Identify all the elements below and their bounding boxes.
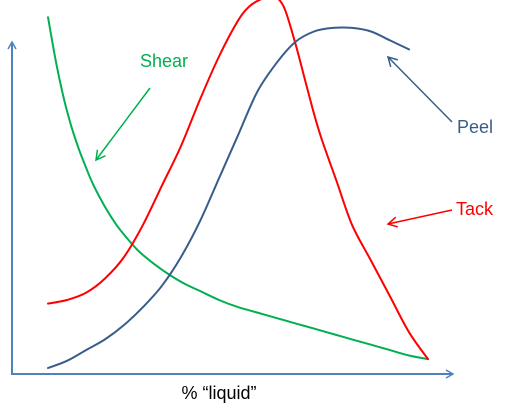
shear-curve [47, 16, 429, 361]
peel-annotation-arrow [386, 55, 453, 123]
peel-label: Peel [457, 117, 493, 137]
tack-annotation-arrow [386, 209, 453, 228]
shear-annotation-arrow [95, 87, 151, 162]
curves-group [47, 0, 429, 369]
tack-label: Tack [456, 199, 494, 219]
x-axis-label: % “liquid” [181, 383, 256, 403]
peel-curve [47, 26, 410, 369]
tack-curve [47, 0, 429, 361]
shear-label: Shear [140, 51, 188, 71]
